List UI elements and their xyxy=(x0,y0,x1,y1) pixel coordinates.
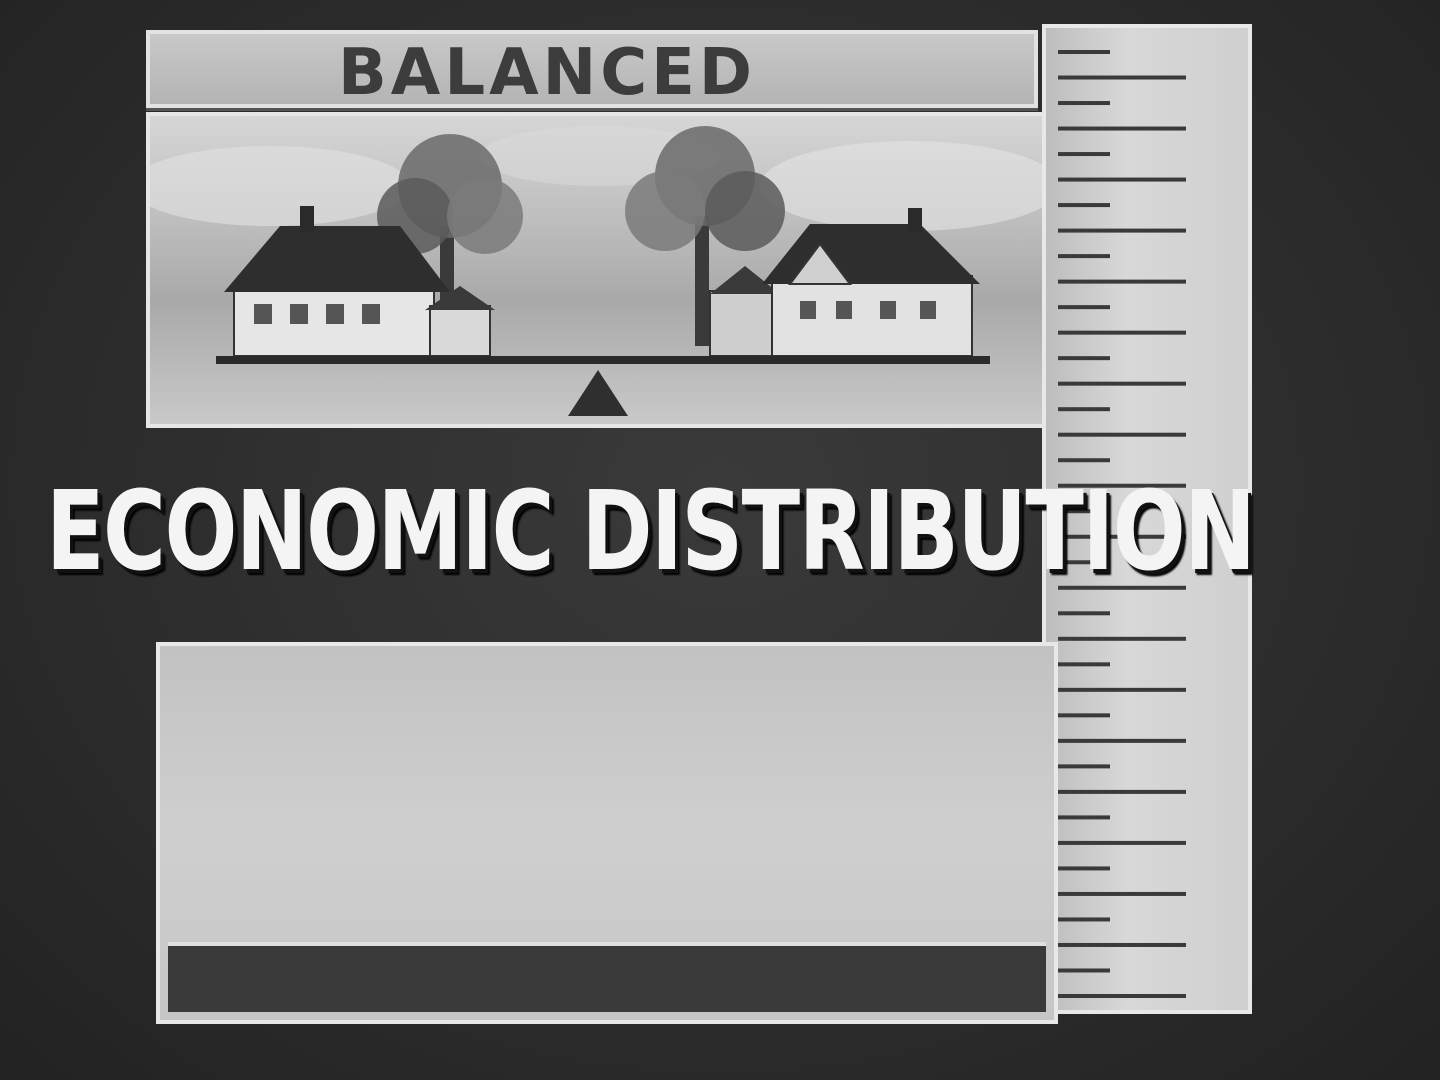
ruler-tick xyxy=(1058,152,1110,157)
ruler-tick xyxy=(1058,228,1186,233)
balanced-banner: BALANCED xyxy=(146,30,1038,108)
balance-beam xyxy=(216,356,990,364)
empty-lower-panel xyxy=(156,642,1058,1024)
ruler-tick xyxy=(1058,534,1186,539)
tree-icon xyxy=(625,126,785,346)
ruler-tick xyxy=(1058,968,1110,973)
ruler-tick xyxy=(1058,126,1186,131)
ruler-tick xyxy=(1058,356,1110,361)
ruler-tick xyxy=(1058,840,1186,845)
ruler-tick xyxy=(1058,509,1110,514)
ruler-tick xyxy=(1058,432,1186,437)
ruler-tick xyxy=(1058,483,1186,488)
ruler-tick xyxy=(1058,687,1186,692)
lower-dark-strip xyxy=(168,942,1046,1012)
ruler-tick xyxy=(1058,662,1110,667)
ruler-tick xyxy=(1058,75,1186,80)
balance-scene-illustration xyxy=(150,126,1042,416)
ruler-ticks xyxy=(1058,50,1186,998)
ruler-tick xyxy=(1058,636,1186,641)
ruler-tick xyxy=(1058,611,1110,616)
ruler-tick xyxy=(1058,330,1186,335)
ruler-tick xyxy=(1058,305,1110,310)
ruler-tick xyxy=(1058,101,1110,106)
triangle-fulcrum-icon xyxy=(568,370,628,416)
ruler-tick xyxy=(1058,458,1110,463)
ruler-tick xyxy=(1058,50,1110,54)
ruler-tick xyxy=(1058,815,1110,820)
ruler-tick xyxy=(1058,254,1110,259)
ruler-tick xyxy=(1058,713,1110,718)
ruler-tick xyxy=(1058,891,1186,896)
ruler-tick xyxy=(1058,994,1186,998)
ruler-tick xyxy=(1058,279,1186,284)
banner-label: BALANCED xyxy=(338,36,756,110)
ruler-tick xyxy=(1058,738,1186,743)
ruler-tick xyxy=(1058,942,1186,947)
ruler-tick xyxy=(1058,764,1110,769)
ruler-tick xyxy=(1058,917,1110,922)
ruler-tick xyxy=(1058,203,1110,208)
ruler-tick xyxy=(1058,585,1186,590)
ruler-tick xyxy=(1058,177,1186,182)
ruler-tick xyxy=(1058,407,1110,412)
ruler-tick xyxy=(1058,560,1110,565)
ruler-tick xyxy=(1058,866,1110,871)
measurement-ruler xyxy=(1042,24,1252,1014)
ruler-tick xyxy=(1058,789,1186,794)
main-title: ECONOMIC DISTRIBUTION xyxy=(46,467,1256,595)
balance-scene-panel xyxy=(146,112,1046,428)
ruler-tick xyxy=(1058,381,1186,386)
house-icon xyxy=(224,206,495,357)
